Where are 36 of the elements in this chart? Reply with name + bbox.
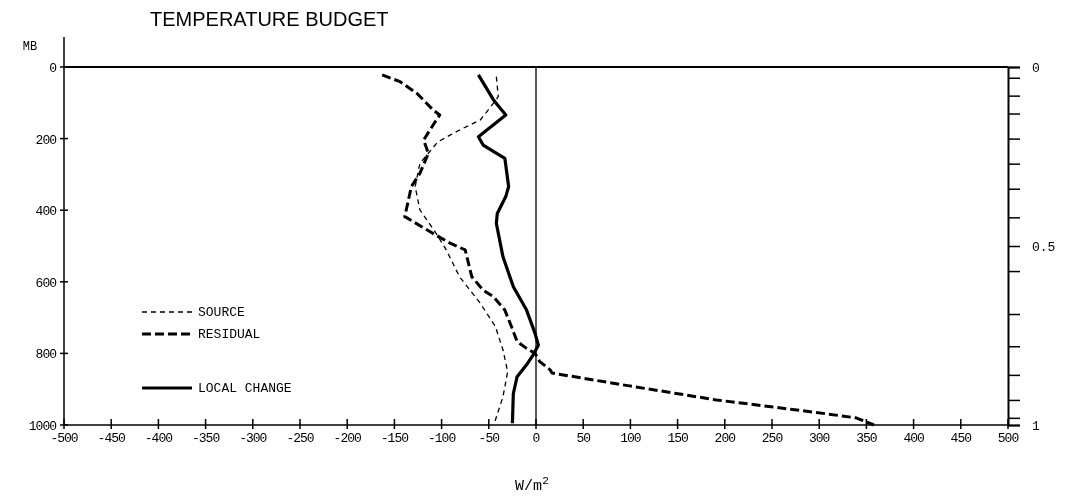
legend-label: RESIDUAL: [198, 327, 261, 342]
x-tick-label: -350: [191, 431, 220, 446]
y2-tick-label: 0: [1032, 60, 1040, 76]
y-tick-label: 600: [35, 275, 57, 291]
chart-title: TEMPERATURE BUDGET: [150, 8, 389, 30]
y-tick-label: 800: [35, 347, 57, 363]
x-tick-label: -500: [50, 431, 78, 446]
legend-label: SOURCE: [198, 305, 246, 320]
legend-label: LOCAL CHANGE: [198, 381, 292, 396]
x-tick-label: 500: [997, 431, 1019, 446]
x-tick-label: -450: [97, 431, 125, 446]
x-tick-label: -200: [333, 431, 361, 446]
x-tick-label: 50: [576, 431, 591, 446]
x-tick-label: 350: [856, 431, 877, 446]
x-tick-label: 300: [809, 431, 830, 446]
y-tick-label: 0: [49, 61, 57, 76]
x-axis-title: W/m$^{2}$: [515, 475, 549, 495]
x-tick-label: 150: [667, 431, 688, 446]
y2-tick-label: 1: [1032, 418, 1040, 434]
x-tick-label: 200: [714, 431, 736, 446]
x-tick-label: -400: [144, 431, 173, 446]
y-tick-label: 400: [35, 204, 57, 220]
x-tick-label: -150: [380, 431, 409, 446]
x-tick-label: -100: [427, 431, 456, 446]
x-tick-label: 100: [620, 431, 641, 446]
x-tick-label: -50: [478, 431, 500, 446]
x-tick-label: 450: [950, 431, 972, 446]
x-tick-label: -300: [239, 431, 267, 446]
y-tick-label: 200: [35, 132, 57, 148]
x-tick-label: -250: [286, 431, 314, 446]
x-tick-label: 400: [903, 431, 924, 446]
y-tick-label: 1000: [28, 419, 57, 434]
x-tick-label: 0: [532, 431, 540, 446]
x-tick-label: 250: [761, 431, 783, 446]
y-axis-title: MB: [22, 40, 38, 54]
y2-tick-label: 0.5: [1032, 239, 1056, 255]
